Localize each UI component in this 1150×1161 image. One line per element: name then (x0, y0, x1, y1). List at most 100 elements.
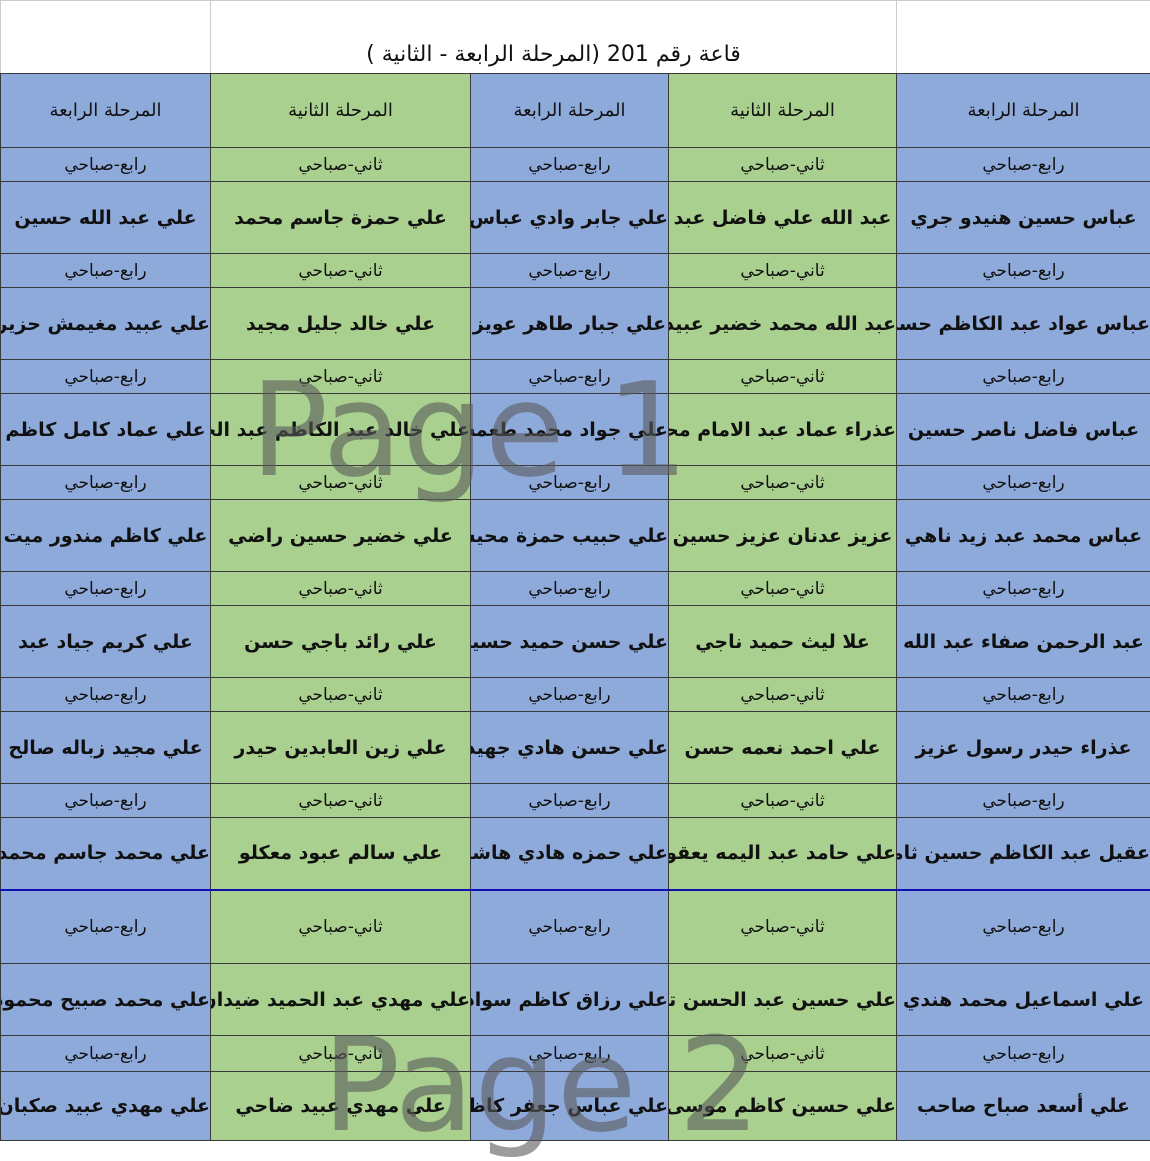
study-label: رابع-صباحي (471, 254, 669, 288)
empty-cell (1, 1, 211, 74)
student-name: عبد الله محمد خضير عبيد (669, 288, 897, 360)
study-label: رابع-صباحي (897, 784, 1150, 818)
student-name: علي عبيد مغيمش حزيران (1, 288, 211, 360)
student-name: علي رزاق كاظم سوادي (471, 964, 669, 1036)
study-label: رابع-صباحي (471, 1036, 669, 1072)
student-name: علي مهدي عبيد ضاحي (211, 1072, 471, 1141)
student-name: علي جبار طاهر عويز (471, 288, 669, 360)
study-label: رابع-صباحي (897, 572, 1150, 606)
study-label: رابع-صباحي (1, 572, 211, 606)
study-label: رابع-صباحي (897, 466, 1150, 500)
student-name: عباس عواد عبد الكاظم حسن (897, 288, 1150, 360)
title: قاعة رقم 201 (المرحلة الرابعة - الثانية … (211, 1, 897, 74)
study-label: رابع-صباحي (1, 678, 211, 712)
study-label: ثاني-صباحي (669, 784, 897, 818)
student-name: علي مجيد زباله صالح (1, 712, 211, 784)
study-label: رابع-صباحي (1, 1036, 211, 1072)
study-label: ثاني-صباحي (211, 254, 471, 288)
study-label: رابع-صباحي (471, 466, 669, 500)
column-header: المرحلة الرابعة (897, 74, 1150, 148)
study-label: ثاني-صباحي (211, 1036, 471, 1072)
column-header: المرحلة الرابعة (471, 74, 669, 148)
study-label: رابع-صباحي (897, 254, 1150, 288)
student-name: علي كاظم مندور ميت (1, 500, 211, 572)
study-label: رابع-صباحي (471, 784, 669, 818)
study-label: رابع-صباحي (897, 360, 1150, 394)
study-label: ثاني-صباحي (669, 254, 897, 288)
student-name: عباس فاضل ناصر حسين (897, 394, 1150, 466)
student-name: علي حسن حميد حسين (471, 606, 669, 678)
study-label: ثاني-صباحي (211, 466, 471, 500)
student-name: عقيل عبد الكاظم حسين ثامر (897, 818, 1150, 890)
student-name: علي حسن هادي جهيد (471, 712, 669, 784)
study-label: رابع-صباحي (1, 784, 211, 818)
study-label: ثاني-صباحي (211, 678, 471, 712)
student-name: علي أسعد صباح صاحب (897, 1072, 1150, 1141)
student-name: علي اسماعيل محمد هندي (897, 964, 1150, 1036)
student-name: عذراء عماد عبد الامام محمود (669, 394, 897, 466)
student-name: علي عبد الله حسين (1, 182, 211, 254)
study-label: رابع-صباحي (1, 360, 211, 394)
student-name: علي رائد باجي حسن (211, 606, 471, 678)
student-name: علي كريم جياد عبد (1, 606, 211, 678)
study-label: رابع-صباحي (471, 678, 669, 712)
column-header: المرحلة الثانية (211, 74, 471, 148)
student-name: علي مهدي عبد الحميد ضيدان (211, 964, 471, 1036)
student-name: علي حامد عبد اليمه يعقوب (669, 818, 897, 890)
student-name: علي محمد جاسم محمد (1, 818, 211, 890)
student-name: علي عماد كامل كاظم (1, 394, 211, 466)
student-name: عباس حسين هنيدو جري (897, 182, 1150, 254)
study-label: ثاني-صباحي (211, 784, 471, 818)
study-label: رابع-صباحي (897, 678, 1150, 712)
title-row: قاعة رقم 201 (المرحلة الرابعة - الثانية … (1, 1, 1150, 74)
study-label: رابع-صباحي (1, 890, 211, 964)
study-label: ثاني-صباحي (211, 572, 471, 606)
student-name: علي عباس جعفر كاظم (471, 1072, 669, 1141)
student-name: علي خالد عبد الكاظم عبد الحسن (211, 394, 471, 466)
student-name: علي جواد محمد طعمه (471, 394, 669, 466)
study-label: ثاني-صباحي (211, 148, 471, 182)
study-label: ثاني-صباحي (669, 890, 897, 964)
student-name: علي خضير حسين راضي (211, 500, 471, 572)
empty-cell (897, 1, 1150, 74)
student-name: علي خالد جليل مجيد (211, 288, 471, 360)
study-label: رابع-صباحي (471, 572, 669, 606)
study-label: رابع-صباحي (897, 890, 1150, 964)
column-header: المرحلة الثانية (669, 74, 897, 148)
student-name: علي حمزة جاسم محمد (211, 182, 471, 254)
study-label: رابع-صباحي (1, 148, 211, 182)
study-label: ثاني-صباحي (669, 466, 897, 500)
student-name: علي حسين عبد الحسن تالي (669, 964, 897, 1036)
student-name: عبد الرحمن صفاء عبد الله (897, 606, 1150, 678)
student-name: علي مهدي عبيد صكبان (1, 1072, 211, 1141)
study-label: رابع-صباحي (471, 360, 669, 394)
student-name: عذراء حيدر رسول عزيز (897, 712, 1150, 784)
student-name: علي احمد نعمه حسن (669, 712, 897, 784)
study-label: ثاني-صباحي (669, 1036, 897, 1072)
study-label: ثاني-صباحي (211, 890, 471, 964)
study-label: رابع-صباحي (897, 1036, 1150, 1072)
study-label: رابع-صباحي (471, 148, 669, 182)
study-label: ثاني-صباحي (669, 572, 897, 606)
